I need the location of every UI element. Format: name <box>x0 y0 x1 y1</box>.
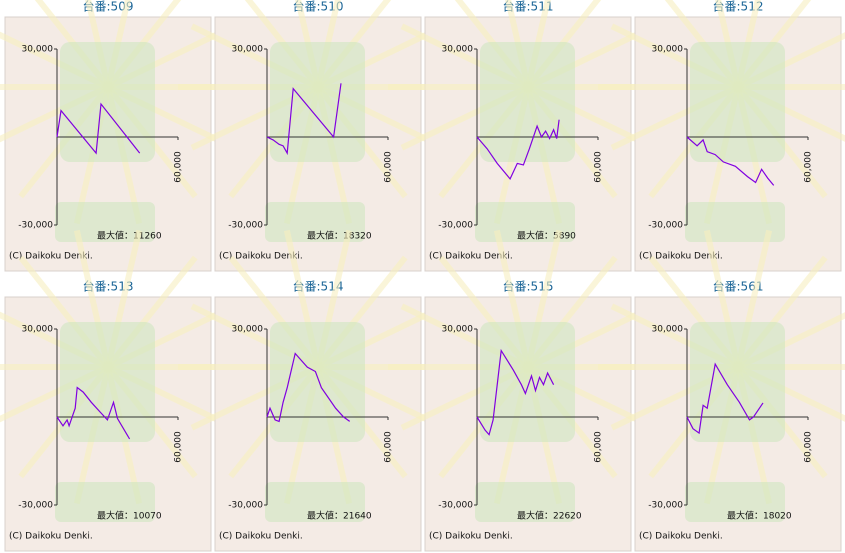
copyright: (C) Daikoku Denki. <box>219 532 303 542</box>
panel-title: 台番:515 <box>503 279 554 294</box>
deco-machine <box>270 322 365 442</box>
deco-tray <box>475 482 575 522</box>
y-tick-label: 30,000 <box>232 45 264 55</box>
data-line <box>686 362 764 435</box>
y-tick-label: 30,000 <box>22 45 54 55</box>
y-tick-label: 30,000 <box>22 325 54 335</box>
x-tick-label: 60,000 <box>594 431 604 463</box>
y-tick-label: 30,000 <box>442 325 474 335</box>
y-tick-label: -30,000 <box>648 501 683 511</box>
deco-machine <box>60 42 155 162</box>
panel-title: 台番:561 <box>713 279 764 294</box>
y-tick-label: 30,000 <box>442 45 474 55</box>
y-tick-label: -30,000 <box>18 501 53 511</box>
y-tick-label: -30,000 <box>228 221 263 231</box>
max-label: 最大値：21640 <box>307 510 372 522</box>
deco-machine <box>480 322 575 442</box>
x-tick-label: 60,000 <box>804 431 814 463</box>
panel-title: 台番:514 <box>293 279 344 294</box>
max-label: 最大値：5890 <box>517 230 576 242</box>
deco-machine <box>480 42 575 162</box>
y-tick-label: 30,000 <box>652 325 684 335</box>
x-tick-label: 60,000 <box>174 151 184 183</box>
data-line <box>476 119 560 181</box>
deco-machine <box>690 42 785 162</box>
x-tick-label: 60,000 <box>174 431 184 463</box>
max-label: 最大値：10070 <box>97 510 162 522</box>
deco-tray <box>685 482 785 522</box>
y-tick-label: -30,000 <box>438 221 473 231</box>
deco-machine <box>60 322 155 442</box>
panel-title: 台番:512 <box>713 0 764 14</box>
panel-title: 台番:510 <box>293 0 344 14</box>
x-tick-label: 60,000 <box>804 151 814 183</box>
panel-title: 台番:511 <box>503 0 554 14</box>
x-tick-label: 60,000 <box>384 151 394 183</box>
data-line <box>266 83 342 156</box>
deco-machine <box>270 42 365 162</box>
max-label: 最大値：22620 <box>517 510 582 522</box>
data-line <box>56 102 141 155</box>
y-tick-label: -30,000 <box>648 221 683 231</box>
x-tick-label: 60,000 <box>384 431 394 463</box>
y-tick-label: 30,000 <box>232 325 264 335</box>
copyright: (C) Daikoku Denki. <box>429 252 513 262</box>
max-label: 最大値：11260 <box>97 230 162 242</box>
max-label: 最大値：18020 <box>727 510 792 522</box>
max-label: 最大値：18320 <box>307 230 372 242</box>
deco-machine <box>690 322 785 442</box>
data-line <box>476 348 555 436</box>
y-tick-label: -30,000 <box>18 221 53 231</box>
data-line <box>686 136 775 186</box>
copyright: (C) Daikoku Denki. <box>9 252 93 262</box>
panel-title: 台番:513 <box>83 279 134 294</box>
copyright: (C) Daikoku Denki. <box>639 532 723 542</box>
panel-title: 台番:509 <box>83 0 134 14</box>
data-line <box>56 386 131 440</box>
y-tick-label: -30,000 <box>228 501 263 511</box>
copyright: (C) Daikoku Denki. <box>639 252 723 262</box>
deco-tray <box>55 482 155 522</box>
copyright: (C) Daikoku Denki. <box>219 252 303 262</box>
data-line <box>266 352 351 423</box>
y-tick-label: -30,000 <box>438 501 473 511</box>
copyright: (C) Daikoku Denki. <box>429 532 513 542</box>
deco-tray <box>265 482 365 522</box>
copyright: (C) Daikoku Denki. <box>9 532 93 542</box>
x-tick-label: 60,000 <box>594 151 604 183</box>
y-tick-label: 30,000 <box>652 45 684 55</box>
